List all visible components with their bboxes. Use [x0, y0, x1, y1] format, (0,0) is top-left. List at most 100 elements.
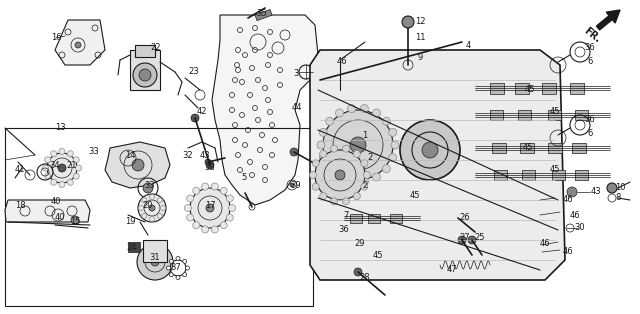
- Text: 14: 14: [125, 151, 135, 160]
- Text: 3: 3: [293, 69, 299, 78]
- Bar: [542, 83, 556, 94]
- Circle shape: [47, 153, 77, 183]
- Circle shape: [166, 266, 170, 270]
- Circle shape: [350, 137, 366, 153]
- Circle shape: [141, 198, 147, 203]
- Bar: [390, 214, 402, 223]
- Bar: [570, 83, 584, 94]
- Circle shape: [335, 170, 345, 180]
- Text: 46: 46: [570, 210, 580, 219]
- Circle shape: [59, 149, 65, 154]
- Circle shape: [137, 244, 173, 280]
- Text: 36: 36: [584, 44, 595, 52]
- Circle shape: [205, 159, 211, 165]
- Circle shape: [607, 183, 617, 193]
- Text: 28: 28: [360, 273, 371, 283]
- Circle shape: [310, 171, 317, 178]
- Text: 46: 46: [337, 57, 348, 67]
- Text: 19: 19: [125, 218, 135, 226]
- Circle shape: [51, 151, 57, 157]
- Circle shape: [567, 187, 577, 197]
- Circle shape: [335, 173, 344, 181]
- Circle shape: [76, 165, 81, 171]
- Text: 11: 11: [415, 34, 425, 42]
- Circle shape: [335, 109, 344, 117]
- Text: 20: 20: [143, 201, 153, 209]
- Circle shape: [132, 159, 144, 171]
- Circle shape: [342, 198, 349, 205]
- Circle shape: [227, 214, 234, 221]
- Circle shape: [150, 194, 154, 199]
- Circle shape: [319, 192, 326, 200]
- Text: 12: 12: [415, 18, 425, 26]
- Circle shape: [190, 188, 230, 228]
- Circle shape: [319, 150, 326, 157]
- Text: 15: 15: [70, 218, 80, 226]
- Text: 37: 37: [171, 263, 181, 273]
- Circle shape: [176, 257, 180, 261]
- Circle shape: [138, 205, 143, 210]
- Text: 38: 38: [205, 163, 216, 171]
- Circle shape: [372, 109, 381, 117]
- Text: 24: 24: [127, 243, 137, 252]
- Polygon shape: [55, 20, 105, 65]
- Circle shape: [45, 173, 51, 179]
- Circle shape: [187, 214, 194, 221]
- Circle shape: [193, 222, 200, 229]
- Text: 7: 7: [343, 210, 349, 219]
- Circle shape: [138, 194, 166, 222]
- Circle shape: [326, 165, 333, 173]
- Text: 43: 43: [200, 150, 211, 160]
- Bar: [492, 143, 506, 153]
- Bar: [494, 170, 507, 180]
- Circle shape: [202, 226, 209, 233]
- Circle shape: [176, 275, 180, 279]
- Bar: [143, 240, 167, 262]
- Circle shape: [353, 150, 360, 157]
- Bar: [572, 143, 586, 153]
- Circle shape: [182, 259, 187, 263]
- Circle shape: [388, 128, 397, 136]
- Text: 9: 9: [417, 53, 422, 62]
- Text: 46: 46: [563, 247, 573, 257]
- Circle shape: [317, 141, 325, 149]
- Circle shape: [402, 16, 414, 28]
- Circle shape: [361, 183, 368, 190]
- Text: 35: 35: [257, 9, 268, 19]
- Text: 33: 33: [88, 148, 99, 156]
- Circle shape: [388, 154, 397, 162]
- Circle shape: [141, 213, 147, 218]
- Text: 2: 2: [362, 181, 367, 190]
- Circle shape: [193, 187, 200, 194]
- Text: 33: 33: [145, 181, 156, 190]
- Text: 17: 17: [205, 201, 215, 209]
- Text: 45: 45: [523, 143, 533, 153]
- Text: 43: 43: [591, 187, 602, 197]
- Bar: [350, 214, 362, 223]
- Circle shape: [149, 205, 155, 211]
- Circle shape: [71, 216, 79, 224]
- Circle shape: [400, 120, 460, 180]
- Circle shape: [151, 258, 159, 266]
- Circle shape: [45, 157, 51, 163]
- Circle shape: [182, 273, 187, 277]
- Bar: [515, 83, 529, 94]
- Circle shape: [170, 259, 173, 263]
- Circle shape: [372, 173, 381, 181]
- Circle shape: [170, 273, 173, 277]
- Circle shape: [139, 69, 151, 81]
- Text: 44: 44: [292, 102, 302, 111]
- Circle shape: [361, 160, 368, 167]
- Circle shape: [319, 154, 327, 162]
- Circle shape: [161, 205, 166, 210]
- Circle shape: [228, 204, 236, 212]
- Circle shape: [157, 198, 163, 203]
- Text: 46: 46: [540, 239, 550, 247]
- Circle shape: [211, 183, 218, 190]
- Circle shape: [364, 171, 371, 178]
- Text: FR.: FR.: [582, 25, 602, 45]
- Text: 42: 42: [196, 107, 207, 116]
- Text: 45: 45: [410, 191, 420, 199]
- Text: 21: 21: [67, 160, 77, 170]
- Circle shape: [202, 183, 209, 190]
